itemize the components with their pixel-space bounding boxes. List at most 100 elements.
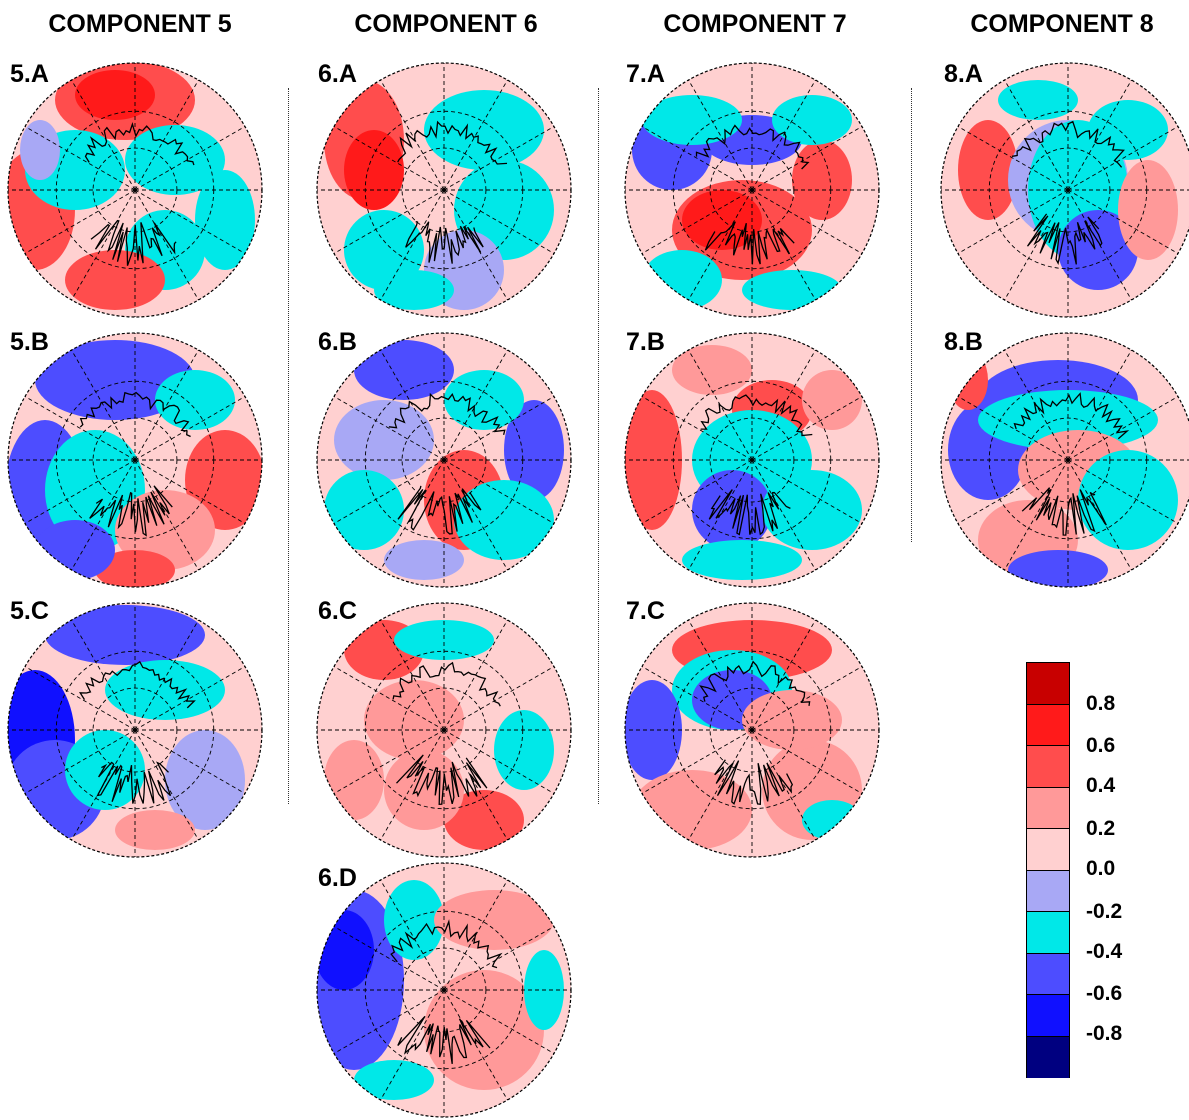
meridian-line xyxy=(1067,126,1179,191)
anomaly-region xyxy=(115,810,195,850)
meridian-line xyxy=(641,189,753,254)
meridian-line xyxy=(71,349,136,461)
coastline xyxy=(388,392,506,435)
anomaly-region xyxy=(324,740,384,820)
anomaly-region xyxy=(742,270,842,310)
meridian-line xyxy=(134,729,246,794)
latitude-circle xyxy=(401,147,487,233)
meridian-line xyxy=(24,666,136,731)
meridian-line xyxy=(751,619,816,731)
panel-label-6d: 6.D xyxy=(318,864,357,892)
colorbar-tick: 0.0 xyxy=(1086,857,1116,880)
anomaly-region xyxy=(195,170,255,270)
anomaly-region xyxy=(948,350,988,410)
meridian-line xyxy=(443,396,555,461)
anomaly-region xyxy=(642,250,722,310)
map-boundary xyxy=(316,62,572,318)
meridian-line xyxy=(443,989,555,1054)
meridian-line xyxy=(1004,459,1069,571)
coastline xyxy=(390,919,503,969)
anomaly-region xyxy=(384,880,444,960)
meridian-line xyxy=(641,396,753,461)
meridian-line xyxy=(24,126,136,191)
polar-map-5c xyxy=(5,600,265,860)
colorbar-swatch xyxy=(1027,746,1069,788)
map-boundary xyxy=(624,602,880,858)
colorbar-swatch xyxy=(1027,995,1069,1037)
meridian-line xyxy=(71,619,136,731)
anomaly-region xyxy=(344,210,424,290)
meridian-line xyxy=(333,729,445,794)
coastline xyxy=(96,761,172,804)
map-boundary xyxy=(316,862,572,1118)
panel-label-5b: 5.B xyxy=(10,328,49,356)
anomaly-region xyxy=(1058,210,1138,290)
polar-map-6d xyxy=(314,860,574,1120)
coastline xyxy=(397,485,482,535)
coastline xyxy=(90,219,177,266)
polar-map-svg xyxy=(624,332,880,588)
polar-map-6b xyxy=(314,330,574,590)
meridian-line xyxy=(1067,349,1132,461)
coastline xyxy=(84,122,195,166)
anomaly-region xyxy=(434,890,554,950)
anomaly-region xyxy=(344,130,404,210)
meridian-line xyxy=(333,926,445,991)
polar-map-svg xyxy=(624,62,880,318)
coastline xyxy=(397,120,508,165)
polar-map-svg xyxy=(624,602,880,858)
panel-label-8a: 8.A xyxy=(944,60,983,88)
meridian-line xyxy=(333,989,445,1054)
anomaly-region xyxy=(802,370,862,430)
anomaly-region xyxy=(165,730,245,830)
coastline xyxy=(708,489,791,536)
meridian-line xyxy=(380,729,445,841)
polar-map-7a xyxy=(622,60,882,320)
meridian-line xyxy=(641,666,753,731)
coastline xyxy=(1011,120,1125,168)
meridian-line xyxy=(957,459,1069,524)
colorbar-swatch xyxy=(1027,912,1069,954)
coastline xyxy=(397,1015,491,1064)
coastline xyxy=(405,221,484,264)
meridian-line xyxy=(751,79,816,191)
map-boundary xyxy=(7,602,263,858)
latitude-circle xyxy=(92,687,178,773)
latitude-circle xyxy=(709,147,795,233)
anomaly-region xyxy=(998,80,1078,120)
meridian-line xyxy=(751,396,863,461)
colorbar-swatch xyxy=(1027,829,1069,871)
latitude-circle xyxy=(401,687,487,773)
polar-map-svg xyxy=(316,62,572,318)
meridian-line xyxy=(134,126,246,191)
meridian-line xyxy=(751,666,863,731)
meridian-line xyxy=(688,729,753,841)
polar-map-6c xyxy=(314,600,574,860)
column-title-component-6: COMPONENT 6 xyxy=(354,10,538,38)
meridian-line xyxy=(71,79,136,191)
polar-map-5a xyxy=(5,60,265,320)
latitude-circle xyxy=(1025,147,1111,233)
colorbar-swatch xyxy=(1027,1036,1069,1078)
anomaly-region xyxy=(1118,160,1178,260)
anomaly-region xyxy=(384,540,464,580)
panel-label-6c: 6.C xyxy=(318,597,357,625)
meridian-line xyxy=(1067,396,1179,461)
meridian-line xyxy=(751,459,863,524)
meridian-line xyxy=(24,729,136,794)
meridian-line xyxy=(443,926,555,991)
meridian-line xyxy=(380,879,445,991)
meridian-line xyxy=(134,666,246,731)
meridian-line xyxy=(333,666,445,731)
anomaly-region xyxy=(1088,100,1168,160)
coastline xyxy=(695,124,810,170)
meridian-line xyxy=(751,189,863,254)
anomaly-region xyxy=(185,430,262,530)
meridian-line xyxy=(688,619,753,731)
meridian-line xyxy=(443,459,555,524)
map-boundary xyxy=(624,332,880,588)
anomaly-region xyxy=(75,70,155,120)
meridian-line xyxy=(380,189,445,301)
meridian-line xyxy=(443,79,508,191)
map-boundary xyxy=(624,62,880,318)
